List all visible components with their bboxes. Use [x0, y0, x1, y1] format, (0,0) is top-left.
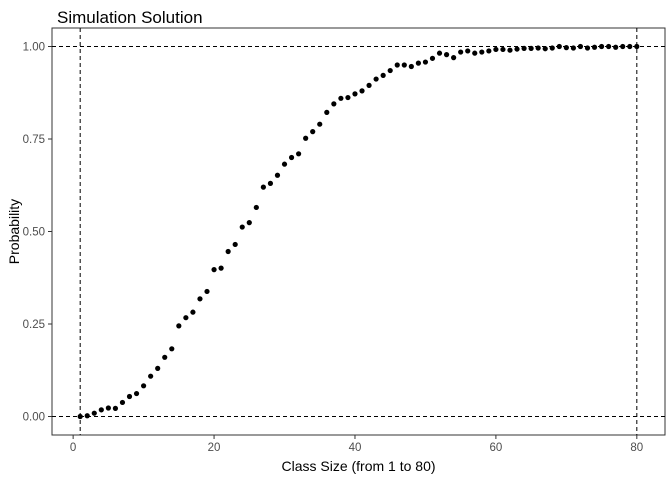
data-point — [570, 45, 577, 51]
y-tick-label: 1.00 — [23, 42, 45, 54]
data-point — [535, 45, 541, 51]
data-point — [598, 43, 605, 50]
data-point — [288, 154, 295, 161]
reference-lines — [52, 28, 665, 435]
data-point — [394, 62, 400, 68]
data-point — [218, 265, 224, 271]
data-point — [493, 46, 499, 53]
data-point — [162, 354, 168, 360]
data-point — [274, 172, 281, 178]
data-point — [472, 50, 478, 56]
data-point — [140, 383, 147, 389]
data-point — [105, 405, 111, 411]
data-point — [317, 121, 323, 127]
data-point — [260, 184, 266, 190]
data-point — [549, 45, 555, 51]
x-tick-label: 0 — [70, 442, 76, 454]
data-point — [281, 161, 288, 167]
x-tick-label: 60 — [489, 442, 502, 454]
data-point — [436, 50, 443, 56]
data-point — [331, 101, 337, 107]
y-tick-label: 0.25 — [23, 319, 45, 331]
data-point — [345, 94, 351, 101]
data-point — [133, 390, 140, 397]
data-point — [584, 45, 591, 51]
data-point — [620, 43, 626, 50]
data-point — [556, 43, 562, 50]
data-point — [190, 309, 196, 315]
data-point — [366, 82, 372, 88]
data-point — [465, 48, 471, 54]
data-point — [112, 405, 119, 411]
x-axis-title: Class Size (from 1 to 80) — [281, 458, 435, 474]
data-point — [119, 399, 126, 406]
data-point — [429, 55, 436, 61]
data-point — [155, 365, 161, 371]
plot-panel — [51, 27, 666, 436]
data-point — [310, 129, 316, 135]
data-point — [422, 59, 429, 65]
x-tick-label: 40 — [349, 442, 362, 454]
data-point — [500, 46, 506, 53]
data-point — [563, 45, 569, 51]
data-point — [126, 393, 133, 400]
y-tick-label: 0.75 — [23, 134, 45, 146]
data-point — [246, 220, 252, 226]
y-tick-label: 0.00 — [23, 412, 45, 424]
data-point — [521, 45, 527, 51]
data-point — [528, 45, 534, 51]
data-point — [338, 95, 344, 101]
x-tick-label: 20 — [208, 442, 221, 454]
data-point — [211, 267, 217, 273]
data-point — [197, 296, 203, 302]
y-axis-title: Probability — [6, 199, 22, 264]
data-point — [613, 44, 619, 50]
data-point — [415, 60, 421, 66]
data-point — [387, 67, 393, 74]
data-point — [225, 248, 231, 255]
data-point — [443, 52, 450, 58]
data-point — [373, 76, 379, 82]
data-point — [77, 413, 83, 420]
y-tick-label: 0.50 — [23, 227, 45, 239]
data-point — [380, 72, 386, 78]
data-point — [352, 91, 358, 97]
data-point — [359, 88, 365, 94]
data-point — [91, 410, 97, 416]
data-point — [98, 407, 104, 413]
data-point — [627, 43, 633, 50]
x-tick-label: 80 — [630, 442, 643, 454]
data-point — [232, 241, 238, 248]
data-point — [296, 151, 302, 157]
axis-ticks: 0 20 40 60 80 0.00 0.25 0.50 0.75 1.00 — [23, 42, 644, 455]
data-point — [324, 109, 330, 115]
data-point — [401, 62, 407, 68]
data-point — [303, 135, 309, 141]
data-point — [479, 49, 485, 55]
data-point — [451, 55, 457, 61]
data-point — [577, 43, 584, 50]
data-point — [486, 48, 492, 54]
data-point — [84, 413, 90, 419]
data-point — [542, 46, 548, 52]
data-point — [148, 373, 154, 379]
data-point — [606, 43, 612, 50]
data-point — [253, 204, 259, 211]
data-point — [204, 288, 210, 295]
chart-title: Simulation Solution — [57, 8, 203, 27]
data-point — [514, 46, 520, 52]
data-point — [239, 224, 245, 230]
data-point — [507, 47, 513, 53]
data-points — [77, 43, 640, 420]
data-point — [176, 323, 182, 329]
data-point — [183, 315, 189, 321]
data-point — [169, 346, 175, 352]
data-point — [267, 180, 274, 186]
data-point — [458, 49, 464, 55]
data-point — [634, 43, 640, 50]
data-point — [591, 44, 598, 50]
data-point — [408, 63, 414, 70]
